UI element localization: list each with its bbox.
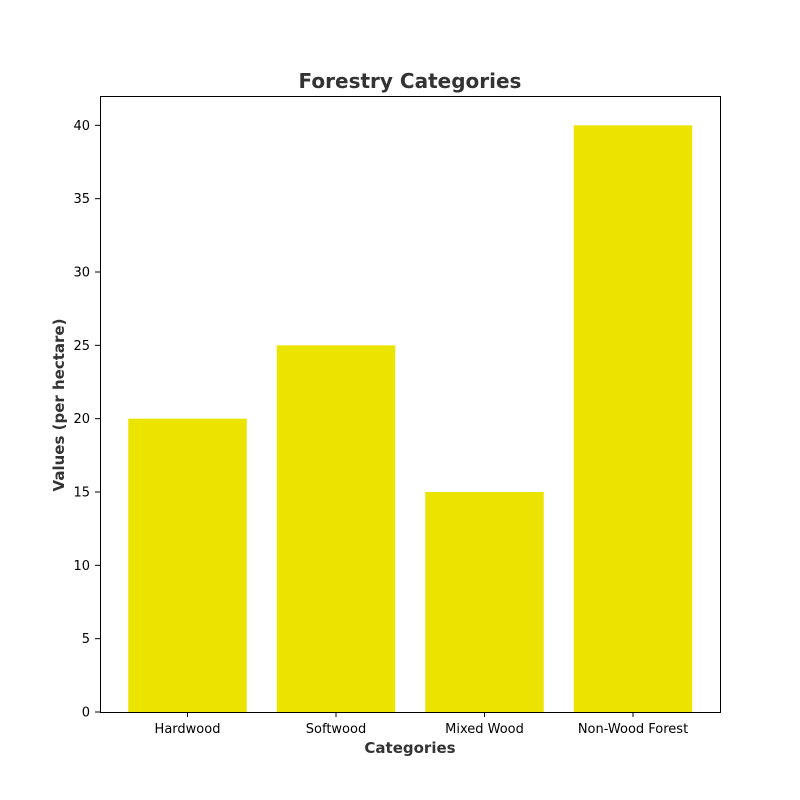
y-tick-label: 20: [73, 412, 90, 427]
y-axis: 0 5 10 15 20 25 30 35 40: [73, 119, 100, 721]
x-tick-label: Softwood: [306, 722, 366, 737]
bar-hardwood: [128, 418, 247, 712]
y-tick-label: 40: [73, 119, 90, 134]
bar-non-wood-forest: [573, 125, 693, 713]
x-tick-label: Non-Wood Forest: [578, 722, 688, 737]
x-tick-label: Mixed Wood: [445, 722, 524, 737]
bar-softwood: [276, 345, 396, 712]
y-tick-label: 30: [73, 266, 90, 281]
bar-mixed-wood: [425, 492, 544, 712]
y-tick-label: 35: [73, 192, 90, 207]
y-tick-label: 5: [82, 632, 90, 647]
y-tick-label: 0: [82, 706, 90, 721]
y-tick-label: 10: [73, 559, 90, 574]
y-tick-label: 15: [73, 486, 90, 501]
chart-title: Forestry Categories: [299, 69, 522, 93]
x-tick-label: Hardwood: [155, 722, 221, 737]
bars-group: [128, 125, 693, 713]
plot-frame: [100, 96, 721, 713]
x-axis: Hardwood Softwood Mixed Wood Non-Wood Fores…: [155, 712, 688, 737]
x-axis-label: Categories: [364, 739, 455, 757]
y-tick-label: 25: [73, 339, 90, 354]
y-axis-label: Values (per hectare): [50, 319, 68, 492]
